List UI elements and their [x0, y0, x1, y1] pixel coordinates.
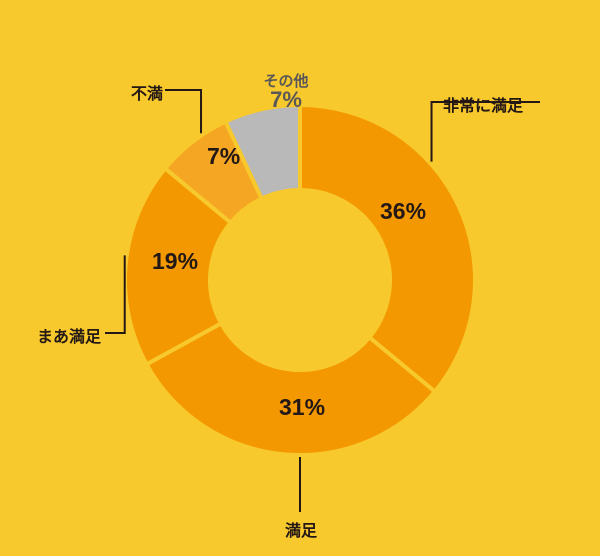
label-somewhat: まあ満足 [37, 323, 101, 347]
pct-dissatisfied: 7% [207, 143, 240, 170]
pct-satisfied: 31% [279, 394, 325, 421]
label-satisfied: 満足 [285, 517, 317, 541]
pct-somewhat: 19% [152, 248, 198, 275]
label-dissatisfied: 不満 [131, 80, 163, 104]
satisfaction-donut-chart: 非常に満足 36% 満足 31% まあ満足 19% 不満 7% その他 7% [0, 0, 600, 556]
pct-other: 7% [256, 87, 316, 113]
pct-very-satisfied: 36% [380, 198, 426, 225]
label-very-satisfied: 非常に満足 [443, 92, 523, 116]
